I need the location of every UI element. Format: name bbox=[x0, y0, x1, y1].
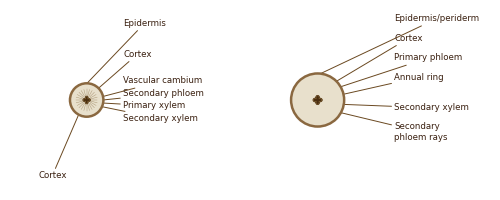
Circle shape bbox=[292, 75, 343, 125]
Polygon shape bbox=[83, 96, 90, 104]
Text: Secondary phloem: Secondary phloem bbox=[95, 89, 204, 101]
Text: Primary xylem: Primary xylem bbox=[94, 101, 186, 110]
Text: Secondary
phloem rays: Secondary phloem rays bbox=[332, 111, 448, 142]
Text: Primary phloem: Primary phloem bbox=[336, 53, 462, 88]
Circle shape bbox=[72, 85, 102, 115]
Polygon shape bbox=[314, 96, 322, 104]
Circle shape bbox=[76, 90, 97, 110]
Circle shape bbox=[310, 93, 324, 107]
Text: Secondary xylem: Secondary xylem bbox=[94, 105, 198, 123]
Circle shape bbox=[74, 88, 99, 112]
Text: Cortex: Cortex bbox=[38, 115, 78, 180]
Circle shape bbox=[72, 86, 101, 114]
Circle shape bbox=[305, 87, 330, 113]
Text: Cortex: Cortex bbox=[98, 50, 152, 89]
Circle shape bbox=[294, 76, 341, 124]
Circle shape bbox=[83, 96, 90, 104]
Circle shape bbox=[300, 82, 336, 118]
Circle shape bbox=[79, 92, 94, 108]
Text: Vascular cambium: Vascular cambium bbox=[96, 76, 202, 98]
Circle shape bbox=[314, 96, 322, 104]
Circle shape bbox=[70, 83, 103, 117]
Text: Epidermis/periderm: Epidermis/periderm bbox=[320, 14, 480, 74]
Circle shape bbox=[298, 80, 338, 120]
Text: Secondary xylem: Secondary xylem bbox=[333, 103, 469, 112]
Circle shape bbox=[291, 73, 344, 127]
Text: Cortex: Cortex bbox=[336, 34, 423, 81]
Text: Annual ring: Annual ring bbox=[336, 73, 444, 96]
Circle shape bbox=[296, 78, 339, 122]
Circle shape bbox=[302, 85, 333, 115]
Text: Epidermis: Epidermis bbox=[86, 19, 166, 84]
Circle shape bbox=[76, 89, 98, 111]
Circle shape bbox=[308, 90, 328, 110]
